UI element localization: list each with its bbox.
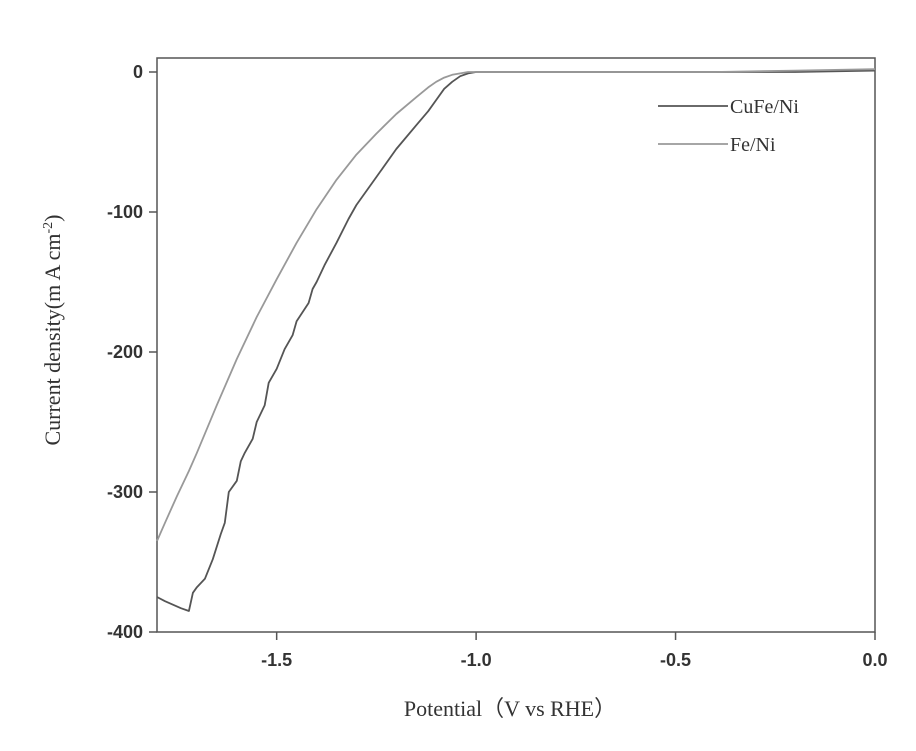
x-tick-label: -1.5 [261, 650, 292, 670]
x-tick-label: -0.5 [660, 650, 691, 670]
y-axis-title-superscript: -2 [41, 222, 56, 234]
y-tick-label: -300 [107, 482, 143, 502]
y-axis-title-close: ) [40, 214, 65, 221]
legend-label: Fe/Ni [730, 134, 776, 156]
y-axis-title-main: Current density(m A cm [40, 233, 65, 445]
y-axis-ticks: 0 -100 -200 -300 -400 [107, 62, 157, 642]
x-tick-label: -1.0 [461, 650, 492, 670]
y-tick-label: 0 [133, 62, 143, 82]
legend: CuFe/Ni Fe/Ni [658, 96, 799, 156]
x-tick-label: 0.0 [862, 650, 887, 670]
x-axis-ticks: -1.5 -1.0 -0.5 0.0 [261, 632, 887, 670]
y-tick-label: -200 [107, 342, 143, 362]
y-tick-label: -400 [107, 622, 143, 642]
y-axis-title: Current density(m A cm-2) [40, 214, 65, 445]
x-axis-title: Potential（V vs RHE） [404, 696, 616, 721]
y-tick-label: -100 [107, 202, 143, 222]
legend-label: CuFe/Ni [730, 96, 799, 118]
